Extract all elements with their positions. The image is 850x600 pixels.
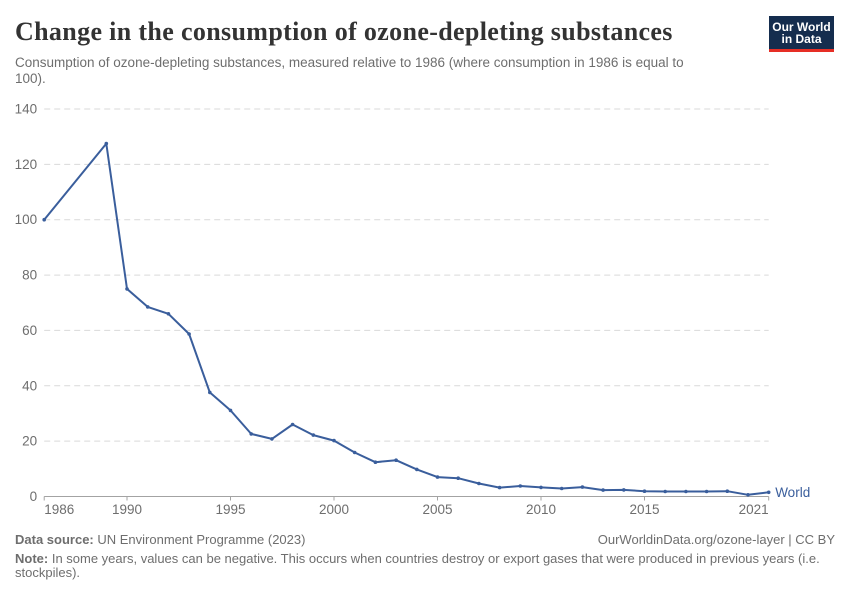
data-point[interactable] [766, 490, 771, 495]
owid-logo-line1: Our World [772, 19, 831, 34]
data-point[interactable] [352, 450, 357, 455]
series-end-label[interactable]: World [775, 485, 810, 500]
data-point[interactable] [125, 287, 129, 291]
chart-footer: Data source: UN Environment Programme (2… [15, 532, 835, 581]
x-tick-label: 2005 [422, 502, 452, 517]
data-point[interactable] [580, 485, 585, 489]
data-point[interactable] [497, 485, 502, 490]
data-point[interactable] [704, 489, 709, 494]
x-tick-label: 1990 [112, 502, 142, 517]
data-point[interactable] [373, 460, 378, 465]
owid-link[interactable]: OurWorldinData.org/ozone-layer | CC BY [597, 532, 835, 547]
data-point[interactable] [559, 486, 564, 491]
x-tick-label: 2021 [739, 502, 769, 517]
note-text: In some years, values can be negative. T… [15, 550, 820, 580]
data-point[interactable] [332, 438, 336, 443]
data-point[interactable] [394, 458, 398, 463]
owid-logo[interactable]: Our World in Data [769, 16, 834, 52]
data-point[interactable] [228, 408, 233, 413]
data-point[interactable] [270, 437, 274, 441]
data-point[interactable] [166, 312, 171, 316]
y-tick-label: 40 [22, 378, 37, 393]
world-line[interactable] [43, 142, 770, 496]
data-point[interactable] [539, 485, 543, 490]
note-label: Note: [15, 550, 49, 566]
data-point[interactable] [187, 332, 191, 336]
data-point[interactable] [208, 390, 212, 395]
y-tick-label: 0 [30, 489, 38, 504]
data-point[interactable] [311, 433, 316, 437]
data-source-label: Data source: [15, 532, 94, 547]
data-point[interactable] [725, 489, 730, 494]
data-point[interactable] [249, 432, 253, 436]
data-source: Data source: UN Environment Programme (2… [15, 532, 306, 548]
x-tick-label: 1986 [44, 502, 74, 517]
data-point[interactable] [622, 488, 626, 492]
data-point[interactable] [435, 475, 440, 479]
y-tick-label: 20 [22, 434, 37, 449]
data-point[interactable] [104, 141, 109, 146]
data-point[interactable] [601, 488, 605, 492]
data-source-value: UN Environment Programme (2023) [93, 532, 306, 547]
x-tick-label: 2000 [319, 502, 349, 517]
x-tick-label: 2015 [629, 502, 659, 517]
data-point[interactable] [518, 484, 523, 488]
chart-subtitle: Consumption of ozone-depleting substance… [15, 55, 684, 86]
y-tick-label: 80 [22, 268, 37, 283]
page-title: Change in the consumption of ozone-deple… [15, 17, 673, 46]
y-tick-label: 100 [15, 212, 38, 227]
data-point[interactable] [456, 476, 461, 481]
chart-note: Note: In some years, values can be negat… [15, 550, 820, 581]
x-tick-label: 1995 [215, 502, 245, 517]
owid-logo-line2: in Data [781, 32, 822, 46]
data-point[interactable] [145, 305, 150, 309]
y-tick-label: 60 [22, 323, 37, 338]
y-tick-label: 140 [15, 102, 38, 117]
y-tick-label: 120 [15, 157, 38, 172]
data-point[interactable] [684, 489, 688, 494]
data-point[interactable] [642, 489, 647, 494]
data-point[interactable] [42, 217, 46, 222]
data-point[interactable] [290, 422, 295, 427]
data-point[interactable] [663, 489, 667, 494]
data-point[interactable] [746, 493, 750, 497]
x-tick-label: 2010 [526, 502, 556, 517]
data-point[interactable] [477, 481, 481, 486]
data-point[interactable] [415, 467, 419, 472]
